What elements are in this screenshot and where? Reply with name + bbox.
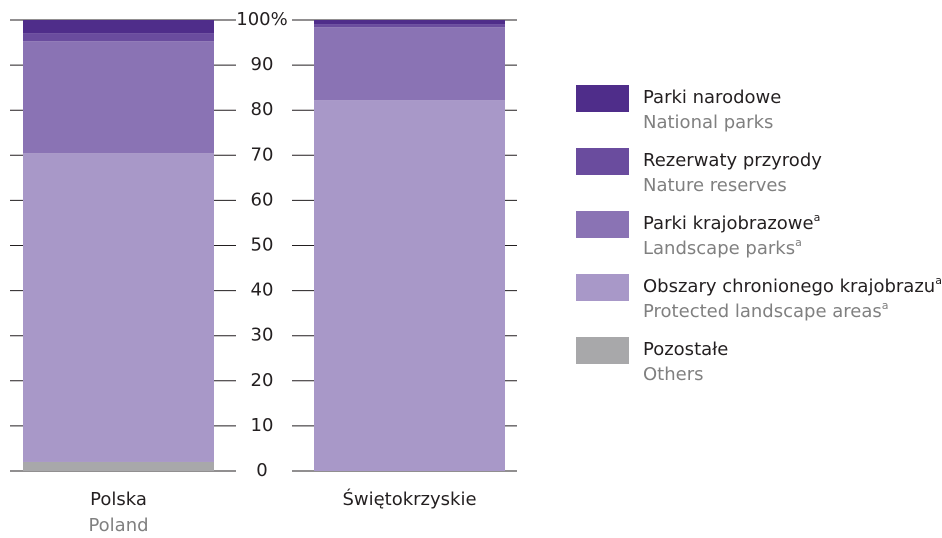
y-tick-label: 100%	[236, 9, 287, 30]
legend-name: Obszary chronionego krajobrazu	[643, 276, 935, 297]
y-tick-label: 50	[251, 235, 274, 256]
legend-label-en: Others	[643, 364, 704, 385]
footnote-mark: a	[882, 299, 889, 312]
x-tick-label: Polska	[90, 489, 147, 510]
legend-label: Parki narodowe	[643, 87, 781, 108]
bar-segment	[314, 24, 505, 28]
y-tick-label: 80	[251, 99, 274, 120]
bar-segment	[314, 20, 505, 25]
legend-swatch	[576, 85, 629, 112]
y-tick-label: 70	[251, 144, 274, 165]
x-tick-label: Świętokrzyskie	[342, 488, 476, 510]
legend-name-en: Others	[643, 364, 704, 385]
legend-name: Pozostałe	[643, 339, 728, 360]
bar-segment	[23, 461, 214, 471]
legend-name-en: Protected landscape areas	[643, 301, 882, 322]
footnote-mark: a	[935, 274, 942, 287]
legend-label: Obszary chronionego krajobrazua	[643, 274, 942, 297]
bar-segment	[23, 153, 214, 462]
legend-name: Rezerwaty przyrody	[643, 150, 822, 171]
legend-label-en: National parks	[643, 112, 773, 133]
y-tick-label: 20	[251, 370, 274, 391]
legend-label: Rezerwaty przyrody	[643, 150, 822, 171]
legend-swatch	[576, 337, 629, 364]
bar-segment	[314, 27, 505, 101]
legend-name-en: Landscape parks	[643, 238, 795, 259]
y-tick-label: 10	[251, 415, 274, 436]
footnote-mark: a	[795, 236, 802, 249]
legend-name-en: Nature reserves	[643, 175, 787, 196]
legend-name: Parki narodowe	[643, 87, 781, 108]
y-tick-label: 30	[251, 325, 274, 346]
legend-label-en: Nature reserves	[643, 175, 787, 196]
y-tick-label: 60	[251, 189, 274, 210]
legend-label-en: Landscape parksa	[643, 236, 802, 259]
bar-segment	[23, 20, 214, 34]
footnote-mark: a	[814, 211, 821, 224]
bar-segment	[23, 33, 214, 42]
legend-name: Parki krajobrazowe	[643, 213, 814, 234]
legend-swatch	[576, 274, 629, 301]
y-tick-label: 40	[251, 280, 274, 301]
bar-segment	[314, 100, 505, 471]
x-tick-label-en: Poland	[88, 515, 148, 534]
y-tick-label: 90	[251, 54, 274, 75]
legend-swatch	[576, 148, 629, 175]
y-tick-label: 0	[256, 460, 267, 481]
legend-name-en: National parks	[643, 112, 773, 133]
legend-label: Pozostałe	[643, 339, 728, 360]
bar-segment	[23, 41, 214, 154]
legend-label: Parki krajobrazowea	[643, 211, 820, 234]
legend-label-en: Protected landscape areasa	[643, 299, 889, 322]
legend-swatch	[576, 211, 629, 238]
